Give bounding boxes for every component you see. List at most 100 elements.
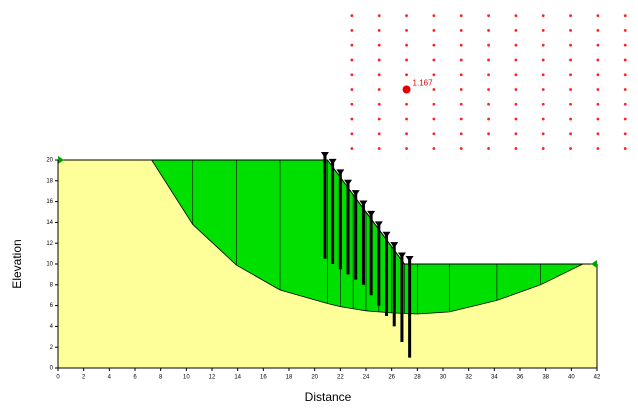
x-tick-label: 22 (337, 375, 344, 381)
grid-center (460, 132, 463, 135)
grid-center (378, 118, 381, 121)
grid-center (596, 44, 599, 47)
grid-center (460, 147, 463, 150)
x-tick-label: 8 (159, 375, 163, 381)
grid-center (350, 88, 353, 91)
grid-center (569, 132, 572, 135)
grid-center (460, 103, 463, 106)
grid-center (460, 73, 463, 76)
grid-center (624, 88, 627, 91)
grid-center (432, 73, 435, 76)
grid-center (514, 44, 517, 47)
y-tick-label: 12 (46, 241, 53, 247)
anchor-head (406, 256, 414, 262)
x-tick-label: 40 (568, 375, 575, 381)
grid-center (460, 88, 463, 91)
grid-center (378, 132, 381, 135)
grid-center (487, 147, 490, 150)
grid-center (378, 14, 381, 17)
x-tick-label: 2 (82, 375, 86, 381)
grid-center (624, 73, 627, 76)
grid-center (350, 44, 353, 47)
grid-center (460, 14, 463, 17)
grid-center (542, 73, 545, 76)
grid-center (542, 118, 545, 121)
grid-center (514, 103, 517, 106)
grid-center (514, 73, 517, 76)
grid-center (405, 103, 408, 106)
y-tick-label: 14 (46, 220, 53, 226)
grid-center (596, 29, 599, 32)
y-tick-label: 4 (50, 324, 54, 330)
factor-of-safety: 1.167 (413, 79, 434, 88)
grid-center (624, 14, 627, 17)
grid-center (569, 118, 572, 121)
grid-center (487, 73, 490, 76)
anchor-head (321, 152, 329, 158)
x-tick-label: 34 (491, 375, 498, 381)
grid-center (542, 44, 545, 47)
grid-center (487, 118, 490, 121)
grid-center (514, 118, 517, 121)
grid-center (596, 103, 599, 106)
grid-center (487, 103, 490, 106)
grid-center (542, 88, 545, 91)
chart: Distance Elevation 1.1670246810121416182… (0, 0, 638, 408)
grid-center (350, 14, 353, 17)
grid-center (350, 103, 353, 106)
grid-center (460, 118, 463, 121)
grid-center (542, 29, 545, 32)
grid-center (378, 29, 381, 32)
y-tick-label: 16 (46, 199, 53, 205)
x-tick-label: 26 (388, 375, 395, 381)
grid-center (596, 147, 599, 150)
grid-center (487, 44, 490, 47)
grid-center (596, 118, 599, 121)
grid-center (378, 44, 381, 47)
y-tick-label: 8 (50, 282, 54, 288)
x-tick-label: 32 (465, 375, 472, 381)
grid-center (487, 59, 490, 62)
grid-center (596, 73, 599, 76)
grid-center (487, 29, 490, 32)
x-tick-label: 30 (440, 375, 447, 381)
y-tick-label: 20 (46, 158, 53, 164)
x-tick-label: 0 (56, 375, 60, 381)
grid-center (432, 147, 435, 150)
grid-center (432, 14, 435, 17)
grid-center (514, 14, 517, 17)
grid-center (596, 14, 599, 17)
grid-center (405, 29, 408, 32)
grid-center (569, 73, 572, 76)
y-tick-label: 10 (46, 262, 53, 268)
grid-center (405, 147, 408, 150)
grid-center (405, 132, 408, 135)
x-tick-label: 6 (133, 375, 137, 381)
x-tick-label: 38 (542, 375, 549, 381)
x-tick-label: 10 (183, 375, 190, 381)
grid-center (460, 59, 463, 62)
grid-center (624, 29, 627, 32)
grid-center (596, 132, 599, 135)
grid-center (514, 29, 517, 32)
grid-center (542, 132, 545, 135)
grid-center (624, 118, 627, 121)
grid-center (432, 44, 435, 47)
x-tick-label: 20 (311, 375, 318, 381)
grid-center (569, 147, 572, 150)
grid-center (405, 118, 408, 121)
x-tick-label: 4 (108, 375, 112, 381)
grid-center (378, 103, 381, 106)
grid-center (460, 44, 463, 47)
grid-center (378, 59, 381, 62)
y-tick-label: 2 (50, 345, 54, 351)
grid-center (378, 73, 381, 76)
grid-center (350, 59, 353, 62)
critical-center (403, 85, 411, 93)
grid-center (405, 73, 408, 76)
grid-center (487, 14, 490, 17)
grid-center (405, 14, 408, 17)
grid-center (596, 88, 599, 91)
x-tick-label: 16 (260, 375, 267, 381)
x-tick-label: 14 (234, 375, 241, 381)
